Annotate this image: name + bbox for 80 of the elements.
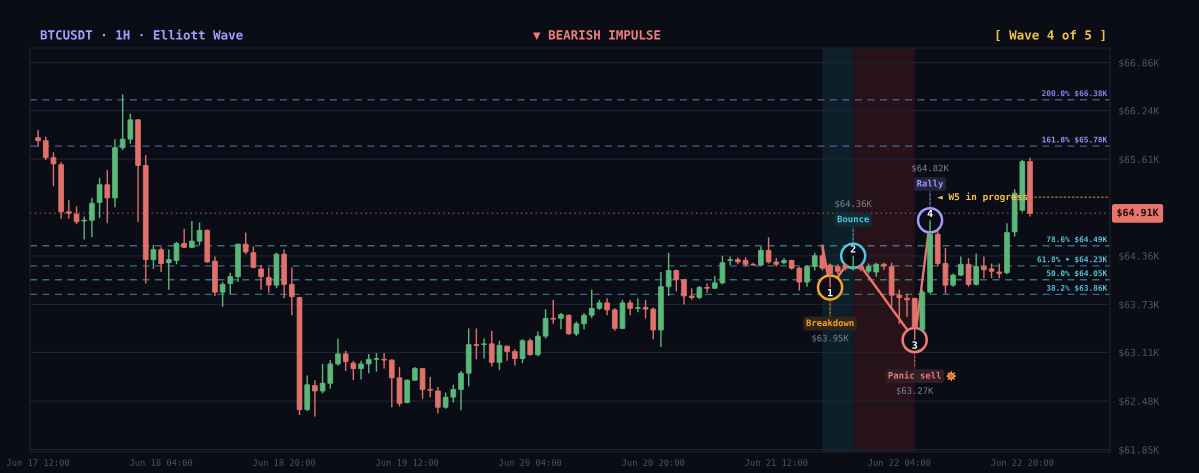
y-tick-label: $64.36K: [1119, 252, 1160, 261]
y-tick-label: $62.48K: [1119, 397, 1160, 407]
x-tick-label: Jun 18 20:00: [253, 459, 316, 466]
candlestick: [358, 360, 364, 381]
annotation: Breakdown: [806, 319, 854, 327]
annotation: $63.95K: [812, 334, 849, 343]
annotation: 3: [912, 341, 918, 349]
candlestick: [458, 370, 464, 411]
y-tick-label: $65.61K: [1119, 155, 1160, 165]
x-tick-label: Jun 17 12:00: [6, 459, 70, 466]
candlestick: [965, 257, 972, 288]
candlestick: [704, 282, 710, 294]
candlestick: [258, 264, 264, 291]
annotation: 4: [927, 209, 933, 218]
candlestick: [381, 352, 387, 370]
candlestick: [335, 337, 341, 367]
candlestick: [81, 215, 88, 241]
candlestick: [342, 350, 349, 372]
chart-subtitle: ▼ BEARISH IMPULSE: [533, 30, 661, 40]
candlestick: [504, 344, 510, 362]
x-tick-label: Jun 22 20:00: [991, 459, 1054, 466]
candlestick: [973, 252, 980, 286]
candlestick: [150, 244, 157, 270]
candlestick: [558, 312, 564, 330]
candlestick: [850, 255, 856, 272]
candlestick: [758, 245, 764, 267]
candlestick: [496, 340, 503, 371]
candlestick: [189, 220, 195, 249]
candlestick: [488, 330, 495, 367]
candlestick: [981, 255, 987, 279]
candlestick: [435, 386, 441, 415]
candlestick: [158, 246, 164, 273]
annotation: 1: [828, 288, 833, 297]
candlestick: [104, 169, 111, 225]
x-tick-label: Jun 22 04:00: [868, 459, 931, 466]
x-tick-label: Jun 21 12:00: [745, 459, 808, 466]
candlestick: [535, 330, 541, 357]
candlestick: [227, 272, 234, 296]
ref-line-label: $64.91K: [1117, 208, 1159, 218]
candlestick: [481, 337, 487, 360]
candlestick: [265, 266, 272, 294]
candlestick: [542, 308, 549, 340]
annotation: $64.36K: [835, 200, 872, 209]
x-tick-label: Jun 20 04:00: [499, 459, 562, 466]
candlestick: [665, 252, 672, 297]
annotation: $64.82K: [912, 164, 949, 173]
x-tick-label: Jun 19 12:00: [376, 459, 439, 466]
y-tick-label: $66.86K: [1119, 59, 1160, 68]
annotation: Rally: [917, 179, 944, 189]
x-tick-label: Jun 18 04:00: [129, 459, 193, 466]
x-tick-label: Jun 20 20:00: [622, 459, 685, 466]
candlestick: [473, 327, 480, 360]
y-tick-label: $63.11K: [1119, 348, 1160, 358]
candlestick: [727, 255, 733, 266]
candlestick: [550, 299, 557, 325]
y-tick-label: $66.24K: [1119, 106, 1160, 116]
candlestick: [635, 297, 641, 313]
text: [ Wave 4 of 5 ]: [996, 29, 1105, 42]
candlestick: [519, 338, 526, 364]
candlestick: [350, 360, 357, 381]
candlestick: [611, 307, 618, 332]
annotation: 2: [850, 245, 856, 253]
candlestick: [312, 379, 318, 418]
candlestick: [219, 281, 226, 308]
y-tick-label: $61.85K: [1119, 446, 1160, 455]
candlestick: [89, 197, 95, 238]
candlestick: [904, 292, 910, 318]
annotation: $63.27K: [896, 387, 934, 396]
candlestick: [289, 266, 295, 316]
candlestick: [96, 177, 103, 219]
candlestick: [804, 264, 810, 288]
candlestick: [681, 278, 687, 306]
candlestick: [196, 221, 203, 246]
y-tick-label: $63.73K: [1119, 300, 1160, 310]
annotation: Panic sell: [888, 371, 941, 379]
candlestick: [35, 129, 41, 148]
candlestick: [958, 255, 964, 277]
annotation: Bounce: [837, 215, 869, 223]
chart-title: BTCUSDT · 1H · Elliott Wave: [40, 29, 243, 40]
candlestick: [881, 262, 887, 271]
